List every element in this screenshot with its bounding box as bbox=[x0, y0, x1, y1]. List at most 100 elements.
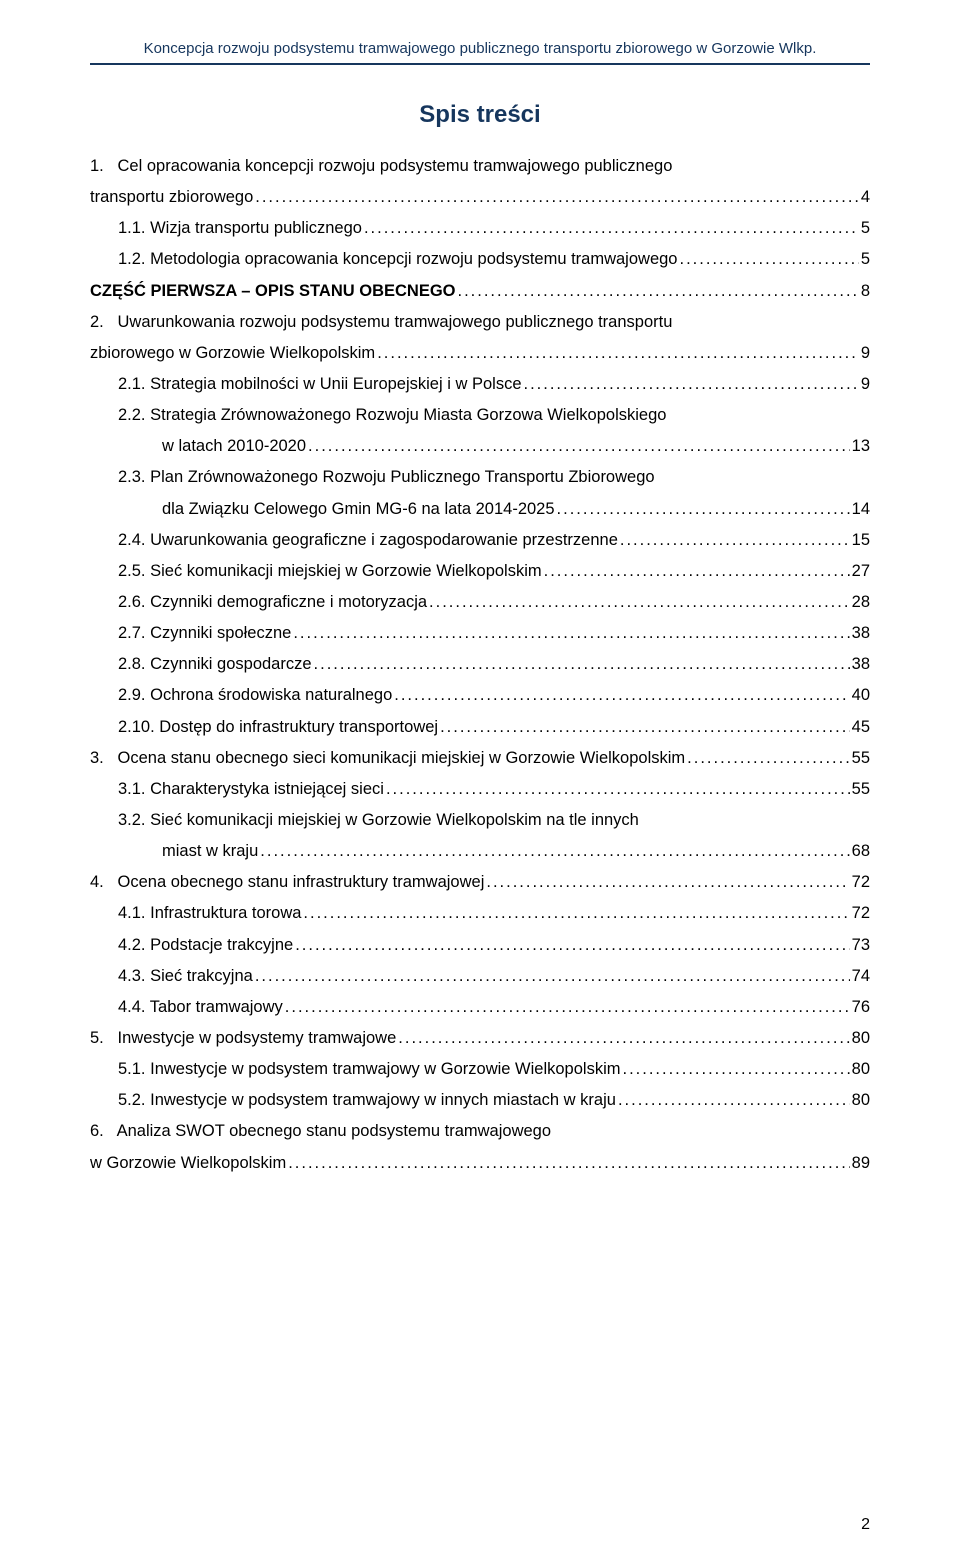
toc-label: miast w kraju bbox=[162, 842, 258, 860]
running-header: Koncepcja rozwoju podsystemu tramwajoweg… bbox=[90, 40, 870, 57]
toc-entry: 2.8. Czynniki gospodarcze 38 bbox=[90, 655, 870, 673]
toc-entry: 2.6. Czynniki demograficzne i motoryzacj… bbox=[90, 593, 870, 611]
toc-page-number: 9 bbox=[861, 375, 870, 393]
toc-entry: transportu zbiorowego 4 bbox=[90, 188, 870, 206]
toc-entry: 2.3. Plan Zrównoważonego Rozwoju Publicz… bbox=[90, 468, 870, 486]
toc-page-number: 15 bbox=[852, 531, 870, 549]
table-of-contents: 1. Cel opracowania koncepcji rozwoju pod… bbox=[90, 157, 870, 1172]
toc-label: 4.4. Tabor tramwajowy bbox=[118, 998, 283, 1016]
toc-entry: 2.2. Strategia Zrównoważonego Rozwoju Mi… bbox=[90, 406, 870, 424]
toc-entry: 4.3. Sieć trakcyjna 74 bbox=[90, 967, 870, 985]
toc-entry: dla Związku Celowego Gmin MG-6 na lata 2… bbox=[90, 500, 870, 518]
toc-page-number: 74 bbox=[852, 967, 870, 985]
toc-page-number: 72 bbox=[852, 904, 870, 922]
toc-leader-dots bbox=[295, 936, 849, 954]
toc-entry: 1. Cel opracowania koncepcji rozwoju pod… bbox=[90, 157, 870, 175]
toc-page-number: 13 bbox=[852, 437, 870, 455]
toc-page-number: 27 bbox=[852, 562, 870, 580]
toc-leader-dots bbox=[623, 1060, 850, 1078]
toc-leader-dots bbox=[620, 531, 850, 549]
toc-label: 2.10. Dostęp do infrastruktury transport… bbox=[118, 718, 438, 736]
toc-page-number: 55 bbox=[852, 749, 870, 767]
toc-leader-dots bbox=[429, 593, 850, 611]
toc-label: 4.1. Infrastruktura torowa bbox=[118, 904, 301, 922]
toc-leader-dots bbox=[486, 873, 849, 891]
toc-entry: 3. Ocena stanu obecnego sieci komunikacj… bbox=[90, 749, 870, 767]
toc-label: w latach 2010-2020 bbox=[162, 437, 306, 455]
header-rule bbox=[90, 63, 870, 65]
toc-page-number: 9 bbox=[861, 344, 870, 362]
toc-label: 2.2. Strategia Zrównoważonego Rozwoju Mi… bbox=[118, 406, 666, 424]
toc-page-number: 76 bbox=[852, 998, 870, 1016]
document-page: Koncepcja rozwoju podsystemu tramwajoweg… bbox=[0, 0, 960, 1564]
toc-entry: w latach 2010-2020 13 bbox=[90, 437, 870, 455]
toc-leader-dots bbox=[303, 904, 849, 922]
toc-entry: w Gorzowie Wielkopolskim 89 bbox=[90, 1154, 870, 1172]
toc-label: 2.6. Czynniki demograficzne i motoryzacj… bbox=[118, 593, 427, 611]
toc-page-number: 4 bbox=[861, 188, 870, 206]
toc-page-number: 14 bbox=[852, 500, 870, 518]
toc-label: 4.2. Podstacje trakcyjne bbox=[118, 936, 293, 954]
toc-entry: zbiorowego w Gorzowie Wielkopolskim 9 bbox=[90, 344, 870, 362]
toc-label: 2.5. Sieć komunikacji miejskiej w Gorzow… bbox=[118, 562, 542, 580]
toc-entry: 1.1. Wizja transportu publicznego 5 bbox=[90, 219, 870, 237]
toc-page-number: 68 bbox=[852, 842, 870, 860]
toc-page-number: 40 bbox=[852, 686, 870, 704]
toc-label: 6. Analiza SWOT obecnego stanu podsystem… bbox=[90, 1122, 551, 1140]
toc-entry: 2.4. Uwarunkowania geograficzne i zagosp… bbox=[90, 531, 870, 549]
toc-entry: 1.2. Metodologia opracowania koncepcji r… bbox=[90, 250, 870, 268]
toc-entry: 2.7. Czynniki społeczne 38 bbox=[90, 624, 870, 642]
toc-leader-dots bbox=[544, 562, 850, 580]
page-number: 2 bbox=[861, 1516, 870, 1534]
toc-page-number: 5 bbox=[861, 219, 870, 237]
toc-label: 4. Ocena obecnego stanu infrastruktury t… bbox=[90, 873, 484, 891]
toc-page-number: 72 bbox=[852, 873, 870, 891]
toc-entry: miast w kraju 68 bbox=[90, 842, 870, 860]
toc-entry: 5.2. Inwestycje w podsystem tramwajowy w… bbox=[90, 1091, 870, 1109]
toc-leader-dots bbox=[618, 1091, 850, 1109]
toc-page-number: 45 bbox=[852, 718, 870, 736]
toc-leader-dots bbox=[394, 686, 849, 704]
toc-entry: 4.2. Podstacje trakcyjne 73 bbox=[90, 936, 870, 954]
toc-label: 2.8. Czynniki gospodarcze bbox=[118, 655, 312, 673]
toc-label: dla Związku Celowego Gmin MG-6 na lata 2… bbox=[162, 500, 555, 518]
toc-page-number: 38 bbox=[852, 655, 870, 673]
toc-leader-dots bbox=[679, 250, 858, 268]
toc-leader-dots bbox=[377, 344, 859, 362]
toc-entry: 3.1. Charakterystyka istniejącej sieci 5… bbox=[90, 780, 870, 798]
toc-page-number: 89 bbox=[852, 1154, 870, 1172]
toc-page-number: 5 bbox=[861, 250, 870, 268]
toc-entry: 2.9. Ochrona środowiska naturalnego 40 bbox=[90, 686, 870, 704]
toc-leader-dots bbox=[308, 437, 850, 455]
toc-label: 3.2. Sieć komunikacji miejskiej w Gorzow… bbox=[118, 811, 639, 829]
toc-leader-dots bbox=[285, 998, 850, 1016]
toc-label: 2.9. Ochrona środowiska naturalnego bbox=[118, 686, 392, 704]
toc-entry: 3.2. Sieć komunikacji miejskiej w Gorzow… bbox=[90, 811, 870, 829]
toc-label: 3. Ocena stanu obecnego sieci komunikacj… bbox=[90, 749, 685, 767]
toc-label: 4.3. Sieć trakcyjna bbox=[118, 967, 253, 985]
toc-page-number: 80 bbox=[852, 1091, 870, 1109]
toc-page-number: 73 bbox=[852, 936, 870, 954]
toc-entry: 4.1. Infrastruktura torowa 72 bbox=[90, 904, 870, 922]
toc-leader-dots bbox=[255, 967, 850, 985]
toc-leader-dots bbox=[524, 375, 859, 393]
toc-label: 1.2. Metodologia opracowania koncepcji r… bbox=[118, 250, 677, 268]
toc-label: 5.2. Inwestycje w podsystem tramwajowy w… bbox=[118, 1091, 616, 1109]
toc-leader-dots bbox=[398, 1029, 849, 1047]
toc-leader-dots bbox=[255, 188, 859, 206]
page-title: Spis treści bbox=[90, 101, 870, 129]
toc-label: 1. Cel opracowania koncepcji rozwoju pod… bbox=[90, 157, 672, 175]
toc-label: CZĘŚĆ PIERWSZA – OPIS STANU OBECNEGO bbox=[90, 282, 456, 300]
toc-entry: 5.1. Inwestycje w podsystem tramwajowy w… bbox=[90, 1060, 870, 1078]
toc-page-number: 38 bbox=[852, 624, 870, 642]
toc-leader-dots bbox=[458, 282, 859, 300]
toc-entry: 6. Analiza SWOT obecnego stanu podsystem… bbox=[90, 1122, 870, 1140]
toc-label: 2. Uwarunkowania rozwoju podsystemu tram… bbox=[90, 313, 672, 331]
toc-entry: 2. Uwarunkowania rozwoju podsystemu tram… bbox=[90, 313, 870, 331]
toc-leader-dots bbox=[293, 624, 849, 642]
toc-leader-dots bbox=[440, 718, 850, 736]
toc-entry: 2.5. Sieć komunikacji miejskiej w Gorzow… bbox=[90, 562, 870, 580]
toc-label: transportu zbiorowego bbox=[90, 188, 253, 206]
toc-entry: 4. Ocena obecnego stanu infrastruktury t… bbox=[90, 873, 870, 891]
toc-label: 2.7. Czynniki społeczne bbox=[118, 624, 291, 642]
